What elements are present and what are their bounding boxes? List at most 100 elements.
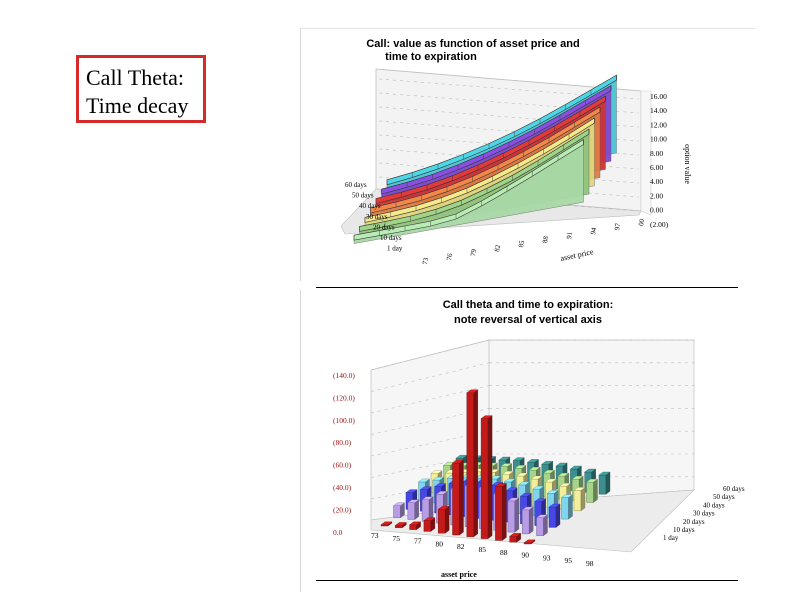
chart2-x-tick-label: 75	[393, 534, 401, 543]
chart2-title-line1: Call theta and time to expiration:	[443, 299, 614, 311]
chart2-bars	[380, 389, 611, 545]
chart2-x-tick-label: 77	[414, 537, 422, 546]
chart2-bar-top	[543, 469, 556, 474]
slide-title-box: Call Theta: Time decay	[76, 55, 206, 123]
chart2-bar	[380, 524, 389, 527]
chart1-depth-label: 10 days	[380, 234, 402, 242]
chart2-x-tick-label: 85	[479, 545, 487, 554]
chart2-x-tick-label: 90	[522, 551, 530, 560]
chart1-ribbon-top	[359, 128, 590, 232]
chart2-bar-side	[459, 459, 464, 536]
chart2-bar-top	[528, 466, 541, 471]
chart2-bar-top	[536, 514, 548, 518]
chart2-depth-label: 60 days	[723, 485, 745, 493]
chart1-z-tick-label: (2.00)	[650, 220, 669, 229]
chart2-bar	[466, 392, 475, 538]
chart2-x-tick-label: 73	[371, 531, 379, 540]
chart2-x-tick-label: 88	[500, 548, 508, 557]
chart2-bar-top	[530, 475, 543, 480]
chart2-x-tick-label: 93	[543, 553, 551, 562]
chart1-x-tick-label: 73	[421, 257, 430, 266]
chart1-x-tick-label: 82	[493, 244, 502, 253]
chart2-bar-top	[512, 457, 525, 461]
chart1-depth-label: 60 days	[345, 181, 367, 189]
chart2-bar-top	[494, 483, 507, 487]
chart1-z-axis-label: option value	[683, 144, 692, 184]
chart2-bar-side	[568, 494, 573, 520]
chart2-bar	[423, 520, 432, 532]
chart2-bar	[495, 486, 503, 541]
chart1-z-ticks: 16.00 14.00 12.00 10.00 8.00 6.00 4.00 2.00 0.00…	[650, 92, 669, 229]
chart2-bar	[561, 497, 569, 520]
chart1-x-tick-label: 00	[637, 218, 646, 227]
chart2-depth-label: 50 days	[713, 493, 735, 501]
chart2-y-ticks: (140.0) (120.0) (100.0) (80.0) (60.0) (40.0) (…	[333, 371, 355, 537]
chart2-bar	[509, 535, 517, 543]
chart2-bar	[395, 525, 403, 529]
chart2-bar-top	[534, 498, 547, 502]
chart2-bar-top	[509, 533, 522, 537]
chart2-bar	[536, 517, 544, 536]
chart2-bar-top	[498, 456, 511, 461]
chart2-bar	[523, 542, 532, 545]
chart2-bar-top	[394, 522, 407, 526]
chart1-x-tick-label: 76	[445, 252, 454, 261]
chart2-bar-top	[518, 481, 531, 486]
chart2-bar-top	[393, 502, 405, 506]
option-value-surface-chart: Call: value as function of asset price a…	[340, 38, 692, 266]
divider-line	[316, 287, 738, 288]
call-theta-chart-panel: Call theta and time to expiration: note …	[300, 290, 746, 592]
chart1-depth-label: 1 day	[387, 245, 403, 253]
chart2-y-tick-label: (140.0)	[333, 371, 355, 380]
slide-title-line2: Time decay	[86, 93, 189, 118]
chart2-bar-side	[605, 471, 611, 495]
chart2-bar-side	[487, 415, 493, 539]
chart1-side-wall	[640, 90, 652, 216]
chart1-z-tick-label: 16.00	[650, 92, 667, 101]
chart2-depth-label: 40 days	[703, 501, 725, 509]
chart2-bar-top	[466, 389, 479, 393]
chart2-bar-top	[521, 506, 534, 511]
call-theta-bar-chart: Call theta and time to expiration: note …	[333, 299, 745, 579]
chart2-x-axis-label: asset price	[441, 570, 477, 579]
chart1-z-tick-label: 14.00	[650, 106, 667, 115]
chart2-bar-side	[445, 505, 450, 534]
chart2-bar-top	[527, 459, 539, 463]
chart1-x-tick-label: 91	[565, 231, 574, 240]
chart2-bar-side	[555, 503, 561, 528]
chart2-bar-side	[414, 499, 419, 520]
chart2-bar-side	[543, 514, 548, 536]
chart2-y-tick-label: (100.0)	[333, 416, 355, 425]
chart1-x-tick-label: 88	[541, 235, 550, 244]
chart2-bar-top	[419, 486, 432, 490]
chart2-bar	[393, 505, 401, 518]
chart2-bar-top	[598, 471, 611, 476]
chart2-bar-top	[544, 478, 557, 483]
chart2-bar-top	[532, 485, 545, 490]
chart2-bar-top	[418, 478, 430, 483]
chart2-bar-top	[561, 494, 573, 498]
chart2-bar-top	[430, 470, 443, 474]
chart2-bar-side	[514, 497, 520, 533]
chart2-bar-side	[502, 483, 507, 541]
chart2-bar-top	[507, 497, 520, 502]
chart2-bar	[573, 490, 582, 512]
chart1-gridline	[378, 162, 640, 184]
chart1-depth-label: 30 days	[366, 213, 388, 221]
chart2-bar-top	[571, 475, 584, 480]
chart2-bar-top	[407, 499, 420, 503]
chart2-bar	[452, 462, 460, 536]
chart2-bar-top	[500, 463, 513, 467]
chart2-bar-top	[555, 462, 568, 467]
chart1-depth-label: 20 days	[373, 223, 395, 231]
chart2-bar-top	[432, 476, 445, 481]
chart2-bar-top	[452, 459, 464, 464]
chart2-depth-label: 10 days	[673, 526, 695, 534]
chart1-x-tick-label: 79	[469, 248, 478, 257]
chart2-x-tick-label: 98	[586, 559, 594, 568]
chart2-bar	[586, 481, 594, 503]
chart2-depth-label: 20 days	[683, 518, 705, 526]
chart2-x-tick-label: 95	[565, 556, 573, 565]
chart2-y-tick-label: (40.0)	[333, 483, 352, 492]
